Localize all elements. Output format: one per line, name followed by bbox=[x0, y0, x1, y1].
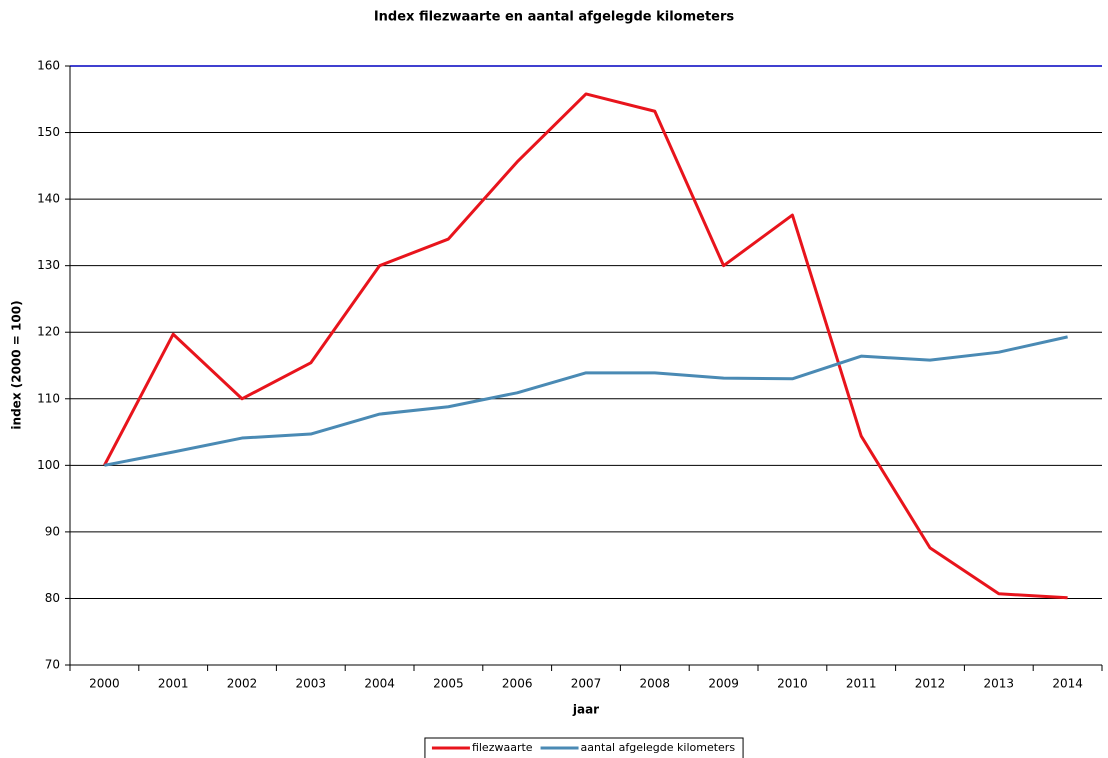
y-tick-label: 100 bbox=[37, 458, 60, 472]
x-tick-label: 2010 bbox=[777, 677, 808, 691]
x-axis-title: jaar bbox=[572, 703, 599, 717]
y-tick-label: 90 bbox=[45, 524, 60, 538]
x-tick-label: 2001 bbox=[158, 677, 189, 691]
legend-label: filezwaarte bbox=[472, 741, 533, 754]
y-tick-label: 70 bbox=[45, 658, 60, 672]
x-tick-label: 2002 bbox=[227, 677, 258, 691]
legend: filezwaarte aantal afgelegde kilometers bbox=[424, 737, 744, 758]
x-tick-label: 2012 bbox=[915, 677, 946, 691]
y-tick-label: 80 bbox=[45, 591, 60, 605]
x-tick-label: 2007 bbox=[571, 677, 602, 691]
y-tick-label: 140 bbox=[37, 192, 60, 206]
x-tick-label: 2011 bbox=[846, 677, 877, 691]
x-tick-label: 2005 bbox=[433, 677, 464, 691]
chart-title: Index filezwaarte en aantal afgelegde ki… bbox=[374, 10, 735, 25]
y-tick-label: 150 bbox=[37, 125, 60, 139]
x-tick-label: 2014 bbox=[1052, 677, 1083, 691]
legend-label: aantal afgelegde kilometers bbox=[581, 741, 736, 754]
y-tick-label: 110 bbox=[37, 391, 60, 405]
line-series bbox=[103, 92, 1068, 600]
y-tick-label: 130 bbox=[37, 258, 60, 272]
y-axis-title: index (2000 = 100) bbox=[10, 300, 24, 429]
x-tick-label: 2004 bbox=[364, 677, 395, 691]
x-tick-label: 2003 bbox=[296, 677, 327, 691]
x-tick-label: 2013 bbox=[984, 677, 1015, 691]
legend-box bbox=[424, 737, 744, 758]
x-tick-label: 2009 bbox=[708, 677, 739, 691]
x-tick-label: 2006 bbox=[502, 677, 533, 691]
x-tick-label: 2000 bbox=[89, 677, 120, 691]
x-tick-label: 2008 bbox=[640, 677, 671, 691]
line-series bbox=[104, 335, 1068, 467]
y-tick-label: 120 bbox=[37, 325, 60, 339]
y-tick-label: 160 bbox=[37, 59, 60, 73]
